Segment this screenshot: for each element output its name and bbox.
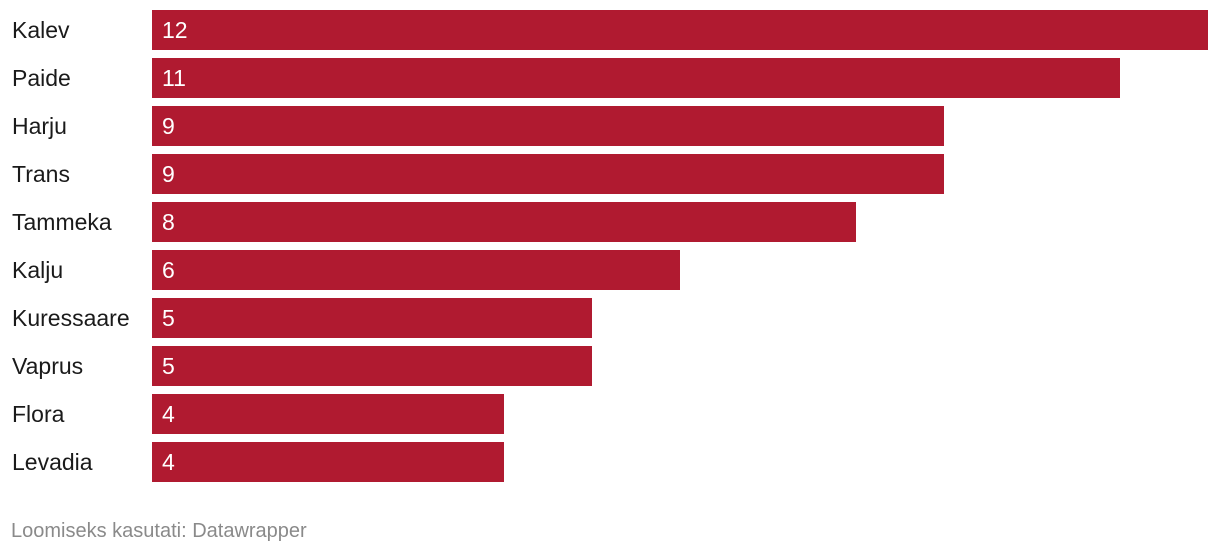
category-label: Levadia: [12, 449, 93, 475]
category-label: Vaprus: [12, 353, 83, 379]
value-label: 5: [162, 353, 175, 379]
bar-row: Tammeka 8: [12, 202, 856, 242]
category-label: Harju: [12, 113, 67, 139]
category-label: Kalju: [12, 257, 63, 283]
bar-row: Vaprus 5: [12, 346, 592, 386]
bar-row: Harju 9: [12, 106, 944, 146]
value-label: 8: [162, 209, 175, 235]
category-label: Trans: [12, 161, 70, 187]
bar-row: Kuressaare 5: [12, 298, 592, 338]
value-label: 12: [162, 17, 188, 43]
bar: [152, 202, 856, 242]
value-label: 11: [162, 65, 186, 91]
bar-row: Trans 9: [12, 154, 944, 194]
bar-row: Paide 11: [12, 58, 1120, 98]
category-label: Tammeka: [12, 209, 112, 235]
bar-row: Levadia 4: [12, 442, 504, 482]
credit-footer: Loomiseks kasutati: Datawrapper: [11, 520, 307, 542]
value-label: 4: [162, 449, 175, 475]
bar: [152, 298, 592, 338]
category-label: Kalev: [12, 17, 70, 43]
bar: [152, 250, 680, 290]
bar-row: Kalju 6: [12, 250, 680, 290]
bar-row: Kalev 12: [12, 10, 1208, 50]
bar: [152, 10, 1208, 50]
bar: [152, 394, 504, 434]
value-label: 9: [162, 161, 175, 187]
bar: [152, 346, 592, 386]
bar: [152, 58, 1120, 98]
bar: [152, 106, 944, 146]
category-label: Kuressaare: [12, 305, 130, 331]
category-label: Flora: [12, 401, 65, 427]
value-label: 4: [162, 401, 175, 427]
value-label: 6: [162, 257, 175, 283]
bar: [152, 442, 504, 482]
category-label: Paide: [12, 65, 71, 91]
value-label: 5: [162, 305, 175, 331]
bar-row: Flora 4: [12, 394, 504, 434]
value-label: 9: [162, 113, 175, 139]
bar: [152, 154, 944, 194]
bar-chart: Kalev 12 Paide 11 Harju 9 Trans 9 Tammeka 8 Kalju 6…: [12, 10, 1208, 482]
